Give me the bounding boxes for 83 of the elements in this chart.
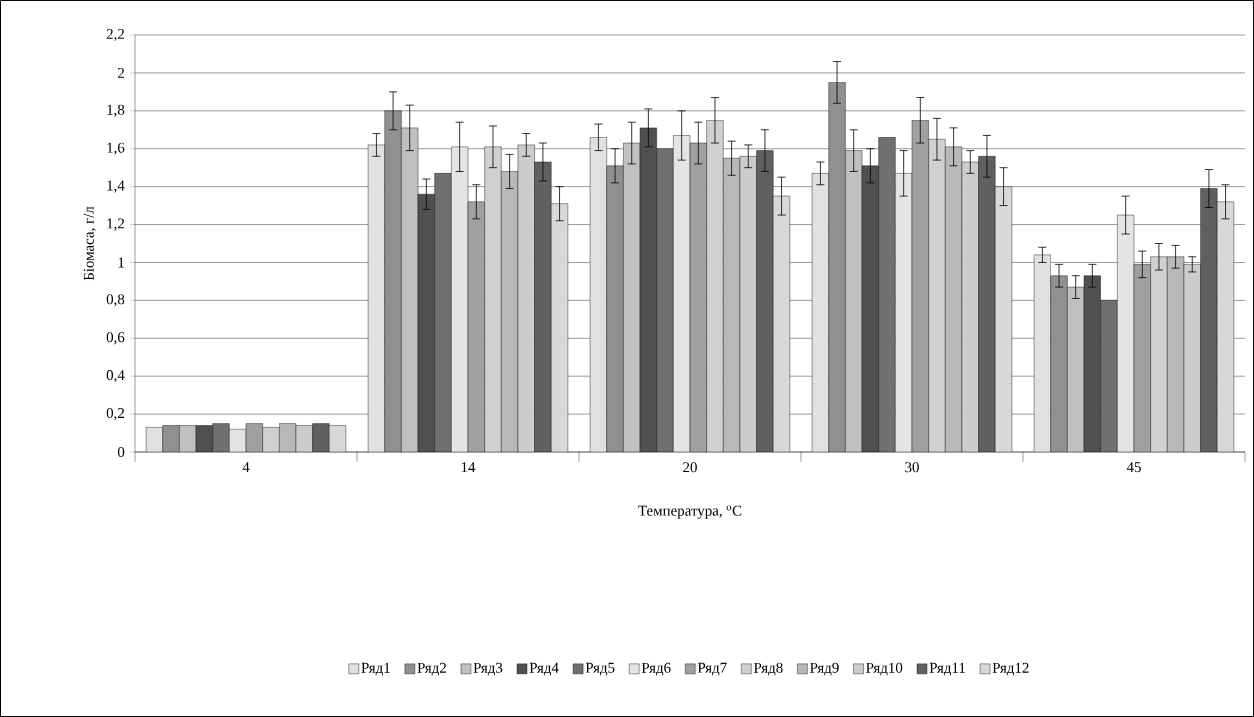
bar — [706, 120, 724, 452]
bar — [1167, 256, 1185, 452]
bar — [467, 201, 485, 452]
bar — [1217, 201, 1235, 452]
y-tick-label: 1,6 — [107, 142, 125, 155]
bar — [1083, 275, 1101, 452]
bar — [995, 186, 1013, 452]
y-tick-label: 2,2 — [106, 28, 124, 42]
x-tick-label: 4 — [242, 462, 250, 473]
bar — [1067, 286, 1085, 452]
bar — [589, 137, 607, 452]
bar — [723, 158, 741, 452]
legend-label: Ряд8 — [753, 662, 783, 676]
y-tick-label: 0,4 — [106, 370, 125, 383]
x-tick-label: 45 — [1126, 462, 1141, 473]
legend-label: Ряд5 — [585, 662, 615, 676]
bar — [501, 171, 519, 452]
bar — [1050, 275, 1068, 452]
legend-label: Ряд6 — [641, 662, 671, 676]
y-tick-label: 1 — [118, 257, 124, 268]
bar — [1183, 264, 1201, 452]
x-tick-label: 14 — [461, 462, 476, 473]
legend-label: Ряд7 — [697, 662, 727, 676]
bar — [1033, 254, 1051, 452]
bar — [401, 127, 419, 452]
bar — [1150, 256, 1168, 452]
bar — [673, 135, 691, 452]
bar — [1200, 188, 1218, 452]
bar — [1100, 300, 1118, 452]
bar — [911, 120, 929, 452]
bar — [845, 150, 863, 452]
legend-label: Ряд12 — [992, 662, 1029, 676]
bar — [534, 161, 552, 452]
y-tick-label: 0,2 — [106, 407, 124, 421]
x-tick-label: 20 — [683, 462, 697, 473]
bar — [262, 427, 280, 452]
legend-label: Ряд10 — [866, 662, 903, 676]
bar — [689, 142, 707, 452]
bar — [895, 173, 913, 452]
bar — [639, 127, 657, 452]
bar — [978, 156, 996, 452]
bar — [451, 146, 469, 452]
y-tick-label: 0,8 — [106, 294, 125, 307]
bar — [756, 150, 774, 452]
bar — [961, 161, 979, 452]
legend-label: Ряд11 — [929, 662, 965, 676]
bar — [878, 137, 896, 452]
bar — [828, 82, 846, 452]
bar — [623, 142, 641, 452]
legend-label: Ряд1 — [361, 662, 390, 676]
x-tick-label: 30 — [905, 462, 919, 473]
y-tick-label: 1,4 — [107, 180, 125, 193]
bar — [384, 110, 402, 452]
y-tick-label: 0 — [117, 446, 125, 458]
y-tick-label: 1,8 — [107, 104, 125, 117]
bar — [162, 425, 180, 452]
y-tick-label: 1,2 — [107, 218, 124, 231]
legend-label: Ряд3 — [473, 662, 503, 676]
bar — [928, 139, 946, 452]
y-tick-label: 2 — [118, 67, 124, 78]
y-axis-title: Біомаса, г/л — [83, 206, 96, 281]
x-axis-title: Температура, $^{o}$C — [638, 505, 742, 519]
bar — [417, 194, 435, 452]
bar — [811, 173, 829, 452]
bar — [861, 165, 879, 452]
bar — [773, 195, 791, 452]
bar — [484, 146, 502, 452]
bar — [606, 165, 624, 452]
bar — [739, 156, 757, 452]
bar — [434, 173, 452, 452]
bar — [312, 423, 330, 452]
bar — [517, 144, 535, 452]
bar — [656, 148, 674, 452]
legend-label: Ряд4 — [529, 662, 559, 676]
bar — [212, 423, 230, 452]
bar — [1117, 214, 1135, 452]
legend-label: Ряд2 — [417, 662, 446, 676]
bar — [367, 144, 385, 452]
bar — [945, 146, 963, 452]
bar — [1133, 264, 1151, 452]
legend-label: Ряд9 — [810, 662, 839, 676]
bar — [551, 203, 569, 452]
y-tick-label: 0,6 — [106, 332, 125, 345]
